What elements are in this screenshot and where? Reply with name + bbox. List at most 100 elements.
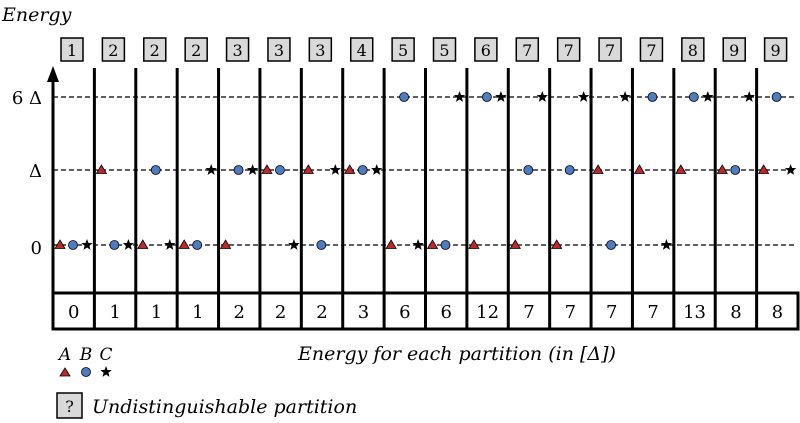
particle-c-marker (619, 91, 631, 102)
energy-axis-title: Energy (1, 4, 72, 26)
partition-markers (54, 91, 797, 250)
partition-separators (92, 68, 759, 329)
particle-a-marker (426, 239, 439, 249)
partition-energy-value: 1 (192, 302, 203, 323)
partition-id-box (101, 37, 126, 62)
partition-id-box (391, 37, 415, 62)
particle-b-marker (233, 165, 244, 175)
particle-b-marker (647, 92, 658, 102)
partition-id-label: 5 (439, 41, 449, 60)
level-label-6delta: 6 Δ (12, 88, 42, 109)
particle-c-marker (329, 164, 341, 175)
partition-id-box (432, 37, 457, 62)
particle-c-marker (702, 91, 714, 102)
partition-id-box (556, 37, 581, 62)
partition-id-box (639, 37, 664, 62)
legend-triangle-icon (59, 367, 71, 377)
particle-a-marker (468, 239, 480, 249)
particle-a-marker (757, 164, 770, 174)
legend-box-text: Undistinguishable partition (92, 396, 357, 418)
particle-a-marker (385, 239, 397, 249)
partition-id-box (184, 37, 208, 62)
partition-energy-value: 2 (234, 302, 245, 323)
legend-label-a: A (57, 345, 71, 365)
particle-b-marker (357, 165, 368, 175)
partition-energy-value: 6 (440, 302, 451, 323)
partition-id-label: 2 (150, 41, 160, 60)
partition-id-label: 3 (315, 41, 325, 60)
partition-id-label: 2 (108, 41, 118, 60)
particle-a-marker (302, 164, 315, 174)
partition-id-box (598, 37, 622, 62)
particle-b-marker (150, 165, 161, 175)
partition-energy-value: 1 (151, 302, 162, 323)
particle-a-marker (344, 164, 356, 174)
partition-id-box (349, 37, 374, 62)
energy-row-cells: 0 1 1 1 2 2 2 3 6 6 12 7 7 7 7 13 8 8 (68, 302, 783, 323)
particle-c-marker (578, 91, 590, 102)
partition-energy-value: 2 (316, 302, 327, 323)
energy-axis-arrow (47, 66, 59, 82)
partition-id-label: 7 (605, 41, 615, 60)
partition-id-box (60, 37, 84, 62)
partition-id-label: 2 (191, 41, 201, 60)
energy-row-caption: Energy for each partition (in [Δ]) (297, 343, 616, 365)
particle-a-marker (716, 164, 728, 174)
partition-energy-value: 2 (275, 302, 286, 323)
partition-id-box (763, 37, 788, 62)
particle-b-marker (564, 165, 575, 175)
particle-b-marker (481, 92, 492, 102)
particle-a-marker (137, 239, 149, 249)
particle-a-marker (592, 164, 604, 174)
partition-energy-value: 7 (606, 302, 617, 323)
partition-id-label: 6 (481, 41, 491, 60)
legend-box-icon (56, 392, 83, 419)
partition-id-box (474, 37, 498, 62)
particle-b-marker (316, 240, 327, 250)
particle-c-marker (164, 239, 176, 250)
legend-circle-icon (81, 367, 91, 377)
partition-id-box (267, 37, 291, 62)
partition-energy-value: 0 (68, 302, 79, 323)
partition-id-label: 9 (729, 41, 739, 60)
partition-energy-value: 7 (523, 302, 534, 323)
partition-energy-value: 13 (683, 302, 706, 323)
particle-c-marker (536, 91, 548, 102)
partition-id-label: 8 (688, 41, 698, 60)
level-label-delta: Δ (29, 161, 42, 182)
partition-id-label: 1 (67, 41, 77, 60)
particle-a-marker (675, 164, 687, 174)
partition-id-label: 5 (398, 41, 408, 60)
particle-c-marker (288, 239, 300, 250)
legend-star-icon (100, 366, 112, 377)
legend-label-c: C (99, 345, 112, 365)
partition-energy-value: 7 (565, 302, 576, 323)
particle-c-marker (743, 91, 755, 102)
partition-energy-value: 8 (730, 302, 741, 323)
partition-id-label: 9 (771, 41, 781, 60)
partition-energy-value: 7 (647, 302, 658, 323)
particle-c-marker (495, 91, 507, 102)
particle-a-marker (261, 164, 273, 174)
particle-c-marker (205, 164, 217, 175)
particle-a-marker (54, 239, 66, 249)
legend-label-b: B (79, 345, 93, 365)
partition-energy-value: 12 (476, 302, 499, 323)
partition-id-label: 3 (274, 41, 284, 60)
particle-a-marker (509, 239, 521, 249)
partition-id-box (143, 37, 167, 62)
particle-c-marker (660, 239, 673, 250)
partition-id-label: 3 (232, 41, 242, 60)
particle-a-marker (550, 239, 563, 249)
particle-a-marker (178, 239, 190, 249)
partition-id-box (722, 37, 746, 62)
partition-id-box (225, 37, 250, 62)
partition-energy-value: 8 (772, 302, 783, 323)
particle-b-marker (523, 165, 534, 175)
particle-b-marker (192, 240, 203, 250)
particle-a-marker (633, 164, 646, 174)
partition-energy-value: 1 (109, 302, 120, 323)
particle-b-marker (275, 165, 285, 175)
particle-c-marker (246, 164, 259, 175)
